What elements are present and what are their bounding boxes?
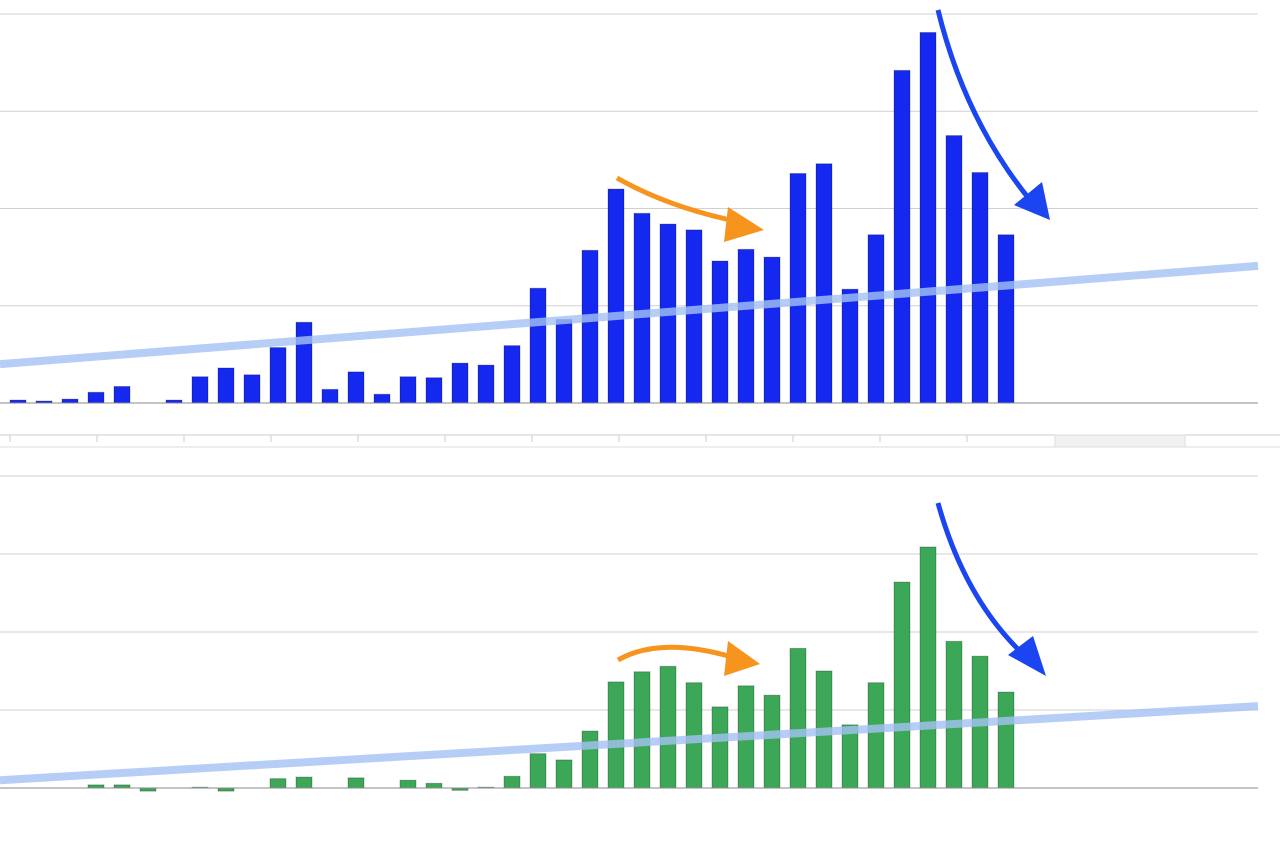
bar [373, 393, 391, 404]
bar [243, 374, 261, 404]
bar [347, 777, 365, 789]
bar [191, 376, 209, 404]
bar [581, 249, 599, 404]
arrow [615, 175, 764, 242]
bar [997, 691, 1015, 789]
bar [789, 172, 807, 404]
strip-ticks [9, 435, 968, 442]
bar [633, 212, 651, 404]
bar [919, 546, 937, 789]
bar [529, 287, 547, 404]
bar [841, 288, 859, 404]
bar [867, 682, 885, 789]
bar [737, 248, 755, 404]
bar [295, 321, 313, 404]
bar [659, 665, 677, 789]
bar [451, 362, 469, 404]
bar [425, 782, 443, 789]
bar [893, 69, 911, 404]
bar [529, 753, 547, 789]
bar [217, 367, 235, 404]
bar [269, 778, 287, 789]
bar [997, 234, 1015, 404]
bar [945, 135, 963, 404]
bar [503, 775, 521, 789]
bar [685, 229, 703, 404]
bar [87, 391, 105, 404]
bar [269, 347, 287, 404]
bar [815, 163, 833, 404]
bar [399, 779, 417, 789]
bar [607, 681, 625, 789]
bar [425, 377, 443, 404]
bar [789, 647, 807, 789]
bar [711, 706, 729, 789]
bar [477, 364, 495, 404]
bar [919, 31, 937, 404]
bar [893, 581, 911, 789]
bar [347, 371, 365, 404]
bar [321, 388, 339, 404]
trend-line [0, 702, 1259, 785]
bar [763, 256, 781, 404]
bar [555, 759, 573, 789]
axis-strip [0, 434, 1280, 448]
bar [61, 398, 79, 404]
arrow [935, 9, 1050, 220]
strip-box [1054, 434, 1186, 448]
arrow [616, 641, 760, 676]
annotation-arrows [615, 9, 1050, 676]
trend-line [0, 261, 1259, 369]
bar [555, 318, 573, 404]
bar [711, 260, 729, 404]
bar [581, 730, 599, 789]
arrow [935, 502, 1046, 676]
bar [607, 188, 625, 404]
bar [295, 776, 313, 789]
bar [503, 345, 521, 404]
bar [113, 385, 131, 404]
bar [399, 376, 417, 404]
bar [945, 640, 963, 789]
bar [763, 694, 781, 789]
bar [867, 234, 885, 404]
bar [633, 671, 651, 789]
